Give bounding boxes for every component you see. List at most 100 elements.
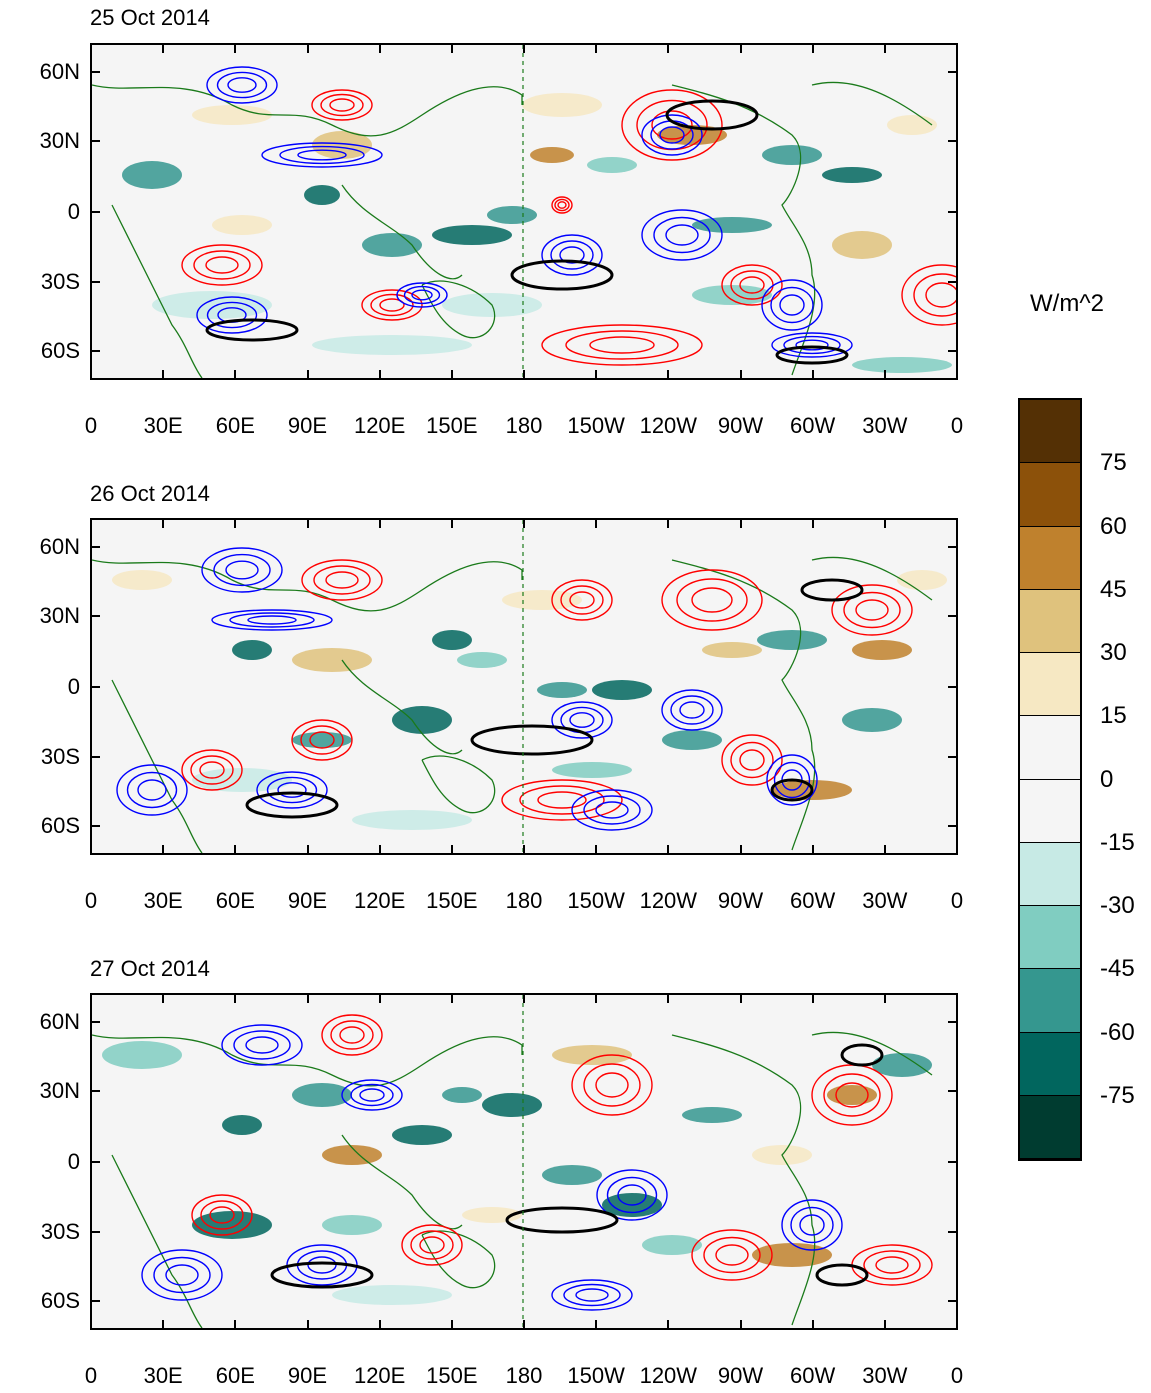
coastline xyxy=(421,755,496,814)
lon-tick-mark xyxy=(234,370,237,380)
negative-contour xyxy=(559,246,585,264)
negative-contour xyxy=(216,71,268,99)
lon-tick-label: 90E xyxy=(287,888,328,913)
lon-tick-mark xyxy=(234,845,237,855)
lon-tick-label: 150E xyxy=(426,413,478,438)
lon-tick-mark xyxy=(162,993,165,1003)
lon-tick-label: 60E xyxy=(215,1363,255,1388)
lat-tick-label: 30S xyxy=(40,269,80,295)
map-field-2 xyxy=(92,520,956,853)
colorbar-swatch xyxy=(1020,842,1080,906)
negative-contour xyxy=(679,701,705,719)
lon-tick-mark xyxy=(883,370,886,380)
lon-tick-mark xyxy=(956,43,958,53)
colorbar-swatch xyxy=(1020,653,1080,717)
positive-contour xyxy=(589,336,655,354)
negative-contour xyxy=(206,66,278,104)
lat-tick-label: 30N xyxy=(39,1077,80,1103)
lon-tick-mark xyxy=(956,370,958,380)
lon-tick-label: 60W xyxy=(790,413,836,438)
lon-tick-mark xyxy=(378,993,381,1003)
coastline xyxy=(811,556,933,601)
lat-tick-mark xyxy=(948,350,958,353)
positive-contour xyxy=(193,250,251,280)
lat-tick-label: 30N xyxy=(39,127,80,153)
map-field-1 xyxy=(92,45,956,378)
positive-contour xyxy=(863,1250,921,1280)
anomaly-shading xyxy=(702,642,762,658)
positive-contour xyxy=(291,719,353,761)
lon-tick-mark xyxy=(811,43,814,53)
coastline xyxy=(111,204,203,378)
anomaly-shading xyxy=(457,652,507,668)
positive-contour xyxy=(721,264,783,306)
anomaly-shading xyxy=(352,810,472,830)
colorbar-label: -60 xyxy=(1100,1018,1135,1046)
lon-tick-label: 120E xyxy=(353,888,406,913)
highlight-contour xyxy=(775,345,849,365)
colorbar-swatch xyxy=(1020,589,1080,653)
lon-tick-label: 0 xyxy=(950,888,964,913)
lon-tick-mark xyxy=(883,993,886,1003)
lon-tick-mark xyxy=(523,43,525,53)
negative-contour xyxy=(770,286,814,324)
positive-contour xyxy=(835,1082,869,1108)
lon-tick-label: 150E xyxy=(426,888,478,913)
negative-contour xyxy=(606,1176,658,1214)
positive-contour xyxy=(621,89,723,161)
negative-contour xyxy=(245,1036,279,1054)
negative-contour xyxy=(659,126,685,144)
lon-tick-mark xyxy=(306,43,309,53)
lon-tick-mark xyxy=(811,845,814,855)
negative-contour xyxy=(256,771,328,809)
anomaly-shading xyxy=(304,185,340,205)
lon-tick-mark xyxy=(90,1320,92,1330)
colorbar-label: -45 xyxy=(1100,955,1135,983)
negative-contour xyxy=(116,764,188,816)
highlight-contour xyxy=(800,578,864,602)
positive-contour xyxy=(595,1072,629,1098)
colorbar-swatch xyxy=(1020,400,1080,464)
anomaly-shading xyxy=(827,1085,877,1105)
lat-tick-label: 60N xyxy=(39,1008,80,1034)
positive-contour xyxy=(551,579,613,621)
lon-tick-mark xyxy=(90,845,92,855)
negative-contour xyxy=(641,114,703,156)
negative-contour xyxy=(359,1088,385,1102)
highlight-contour xyxy=(510,259,614,291)
lon-tick-mark xyxy=(595,43,598,53)
lon-tick-label: 60E xyxy=(215,888,255,913)
lon-tick-mark xyxy=(595,1320,598,1330)
positive-contour xyxy=(379,298,405,312)
colorbar-label: -15 xyxy=(1100,828,1135,856)
positive-contour xyxy=(401,1224,463,1266)
lon-tick-mark xyxy=(739,518,742,528)
positive-contour xyxy=(551,196,573,214)
lon-tick-mark xyxy=(739,845,742,855)
lon-tick-mark xyxy=(595,370,598,380)
positive-contour xyxy=(313,565,371,595)
negative-contour xyxy=(279,145,365,165)
highlight-contour xyxy=(205,318,299,342)
lon-tick-mark xyxy=(90,370,92,380)
anomaly-shading xyxy=(487,206,537,224)
lon-tick-mark xyxy=(667,370,670,380)
colorbar-label: 60 xyxy=(1100,512,1127,540)
positive-contour xyxy=(569,591,595,609)
anomaly-shading xyxy=(432,630,472,650)
colorbar-swatch xyxy=(1020,906,1080,970)
colorbar-swatch xyxy=(1020,969,1080,1033)
lon-tick-mark xyxy=(667,1320,670,1330)
lon-tick-label: 150W xyxy=(567,413,625,438)
lat-tick-mark xyxy=(948,1300,958,1303)
anomaly-shading xyxy=(232,640,272,660)
anomaly-shading xyxy=(392,1125,452,1145)
lon-tick-mark xyxy=(523,1320,525,1330)
negative-contour xyxy=(781,1199,843,1251)
lat-tick-mark xyxy=(90,1160,100,1163)
negative-contour xyxy=(126,771,178,809)
negative-contour xyxy=(411,289,433,301)
anomaly-shading xyxy=(122,161,182,189)
negative-contour xyxy=(595,801,629,819)
coastline xyxy=(671,1034,816,1326)
